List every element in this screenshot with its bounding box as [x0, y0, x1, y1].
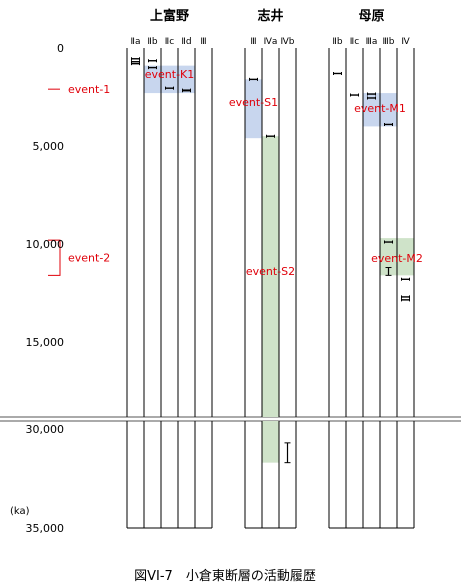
- event-box-label: event-S2: [246, 265, 295, 278]
- site-name: 上富野: [150, 8, 189, 24]
- date-marker: [131, 60, 140, 64]
- event-box-label: event-K1: [145, 68, 195, 81]
- column-label: Ⅱd: [181, 37, 191, 47]
- event-bracket: event-2: [48, 239, 110, 276]
- date-marker: [401, 295, 410, 299]
- date-marker: [350, 93, 359, 97]
- date-marker: [131, 62, 140, 66]
- y-axis: 0 5,000 10,000 15,000 30,000 35,000: [26, 42, 65, 535]
- column-label: Ⅱb: [147, 37, 157, 47]
- date-marker: [367, 96, 376, 100]
- column-label: Ⅳb: [280, 37, 294, 47]
- column-label: Ⅱa: [131, 37, 141, 47]
- event-label: event-2: [68, 252, 110, 265]
- date-marker: [284, 442, 291, 464]
- event-label: event-1: [68, 83, 110, 96]
- site-columns: [126, 48, 415, 529]
- y-unit-label: (ka): [10, 506, 30, 517]
- column-label: Ⅲa: [366, 37, 378, 47]
- date-marker: [148, 66, 157, 70]
- y-tick-label: 0: [57, 42, 64, 55]
- date-marker: [266, 134, 275, 138]
- date-marker: [182, 89, 191, 93]
- figure-caption: 図VI-7 小倉東断層の活動履歴: [134, 568, 316, 584]
- y-tick-label: 5,000: [33, 140, 65, 153]
- date-marker: [401, 298, 410, 302]
- date-markers: [131, 57, 410, 464]
- y-tick-label: 35,000: [26, 522, 65, 535]
- y-tick-label: 30,000: [26, 423, 65, 436]
- event-bracket: event-1: [48, 83, 110, 96]
- y-tick-label: 10,000: [26, 238, 65, 251]
- event-box-label: event-M1: [354, 102, 406, 115]
- date-marker: [249, 77, 258, 81]
- event-box: [262, 421, 279, 463]
- event-box-label: event-M2: [371, 252, 423, 265]
- axis-break: [0, 416, 461, 422]
- column-label: Ⅱc: [350, 37, 359, 47]
- column-label: Ⅲ: [200, 37, 206, 47]
- date-marker: [333, 71, 342, 75]
- date-marker: [131, 57, 140, 61]
- event-box-label: event-S1: [229, 96, 278, 109]
- site-name: 志井: [257, 8, 283, 24]
- column-label: Ⅲ: [250, 37, 256, 47]
- column-label: Ⅱb: [332, 37, 342, 47]
- event-box: [262, 136, 279, 417]
- date-marker: [384, 122, 393, 126]
- date-marker: [384, 240, 393, 244]
- column-label: Ⅱc: [165, 37, 174, 47]
- site-name: 母原: [358, 9, 384, 24]
- y-tick-label: 15,000: [26, 336, 65, 349]
- date-marker: [367, 92, 376, 96]
- date-marker: [401, 277, 410, 281]
- date-marker: [165, 86, 174, 90]
- column-label: Ⅳa: [264, 37, 278, 47]
- column-label: Ⅲb: [383, 37, 395, 47]
- event-bracket-line: [48, 239, 61, 276]
- event-box: [245, 79, 262, 139]
- date-marker: [148, 59, 157, 63]
- date-marker: [385, 267, 392, 276]
- column-label: Ⅳ: [401, 37, 410, 47]
